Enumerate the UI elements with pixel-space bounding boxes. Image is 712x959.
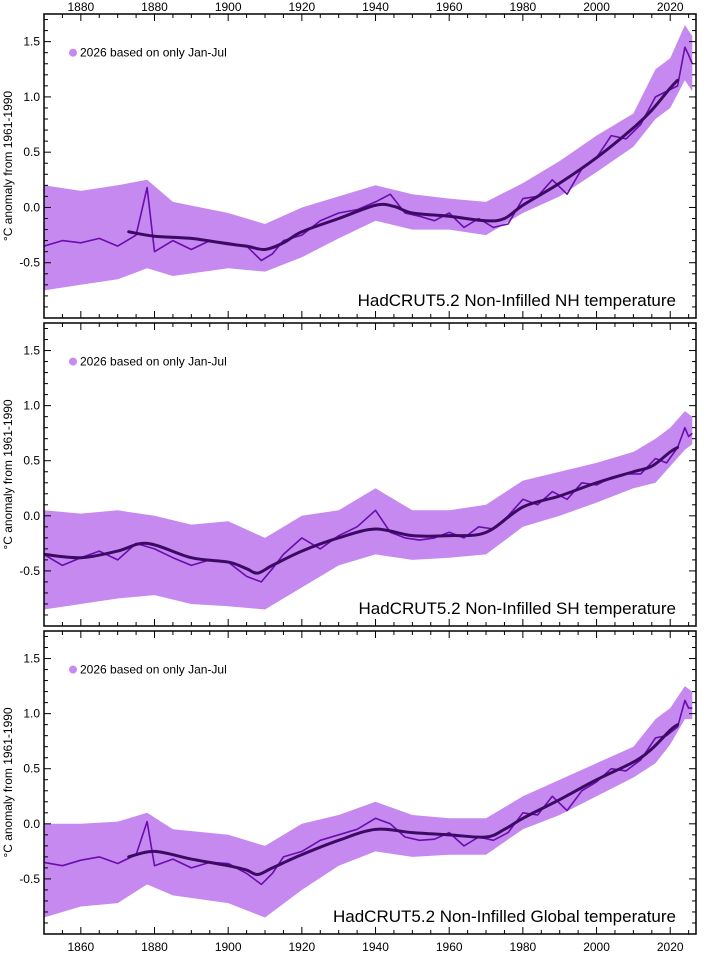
y-tick-label: -0.5 <box>19 872 40 886</box>
y-tick-label: -0.5 <box>19 256 40 270</box>
x-tick-label: 1980 <box>510 0 537 14</box>
x-tick-label: 2020 <box>657 940 684 954</box>
legend-text: 2026 based on only Jan-Jul <box>80 46 227 60</box>
uncertainty-band <box>44 686 692 917</box>
y-tick-label: 1.0 <box>23 707 40 721</box>
y-tick-label: 1.5 <box>23 344 40 358</box>
chart-title: HadCRUT5.2 Non-Infilled NH temperature <box>358 291 676 310</box>
legend-marker <box>69 358 77 366</box>
legend-marker <box>69 49 77 57</box>
y-tick-label: 1.0 <box>23 90 40 104</box>
y-tick-label: -0.5 <box>19 564 40 578</box>
x-tick-label: 1960 <box>436 0 463 14</box>
x-tick-label: 1960 <box>436 940 463 954</box>
chart-panel-2: -0.5 0.0 0.5 1.0 1.5 °C anomaly from 1961-199… <box>1 323 696 626</box>
y-tick-label: 1.5 <box>23 652 40 666</box>
x-tick-label: 1920 <box>289 0 316 14</box>
x-tick-label: 1900 <box>215 940 242 954</box>
x-tick-label: 1940 <box>362 0 389 14</box>
x-tick-label: 1900 <box>215 0 242 14</box>
chart-title: HadCRUT5.2 Non-Infilled SH temperature <box>359 599 676 618</box>
x-tick-label: 2000 <box>583 940 610 954</box>
y-tick-label: 1.0 <box>23 399 40 413</box>
y-tick-label: 0.5 <box>23 454 40 468</box>
legend-text: 2026 based on only Jan-Jul <box>80 355 227 369</box>
y-tick-label: 1.5 <box>23 35 40 49</box>
x-tick-label: 1860 <box>67 940 94 954</box>
x-tick-label: 1880 <box>141 0 168 14</box>
chart-panel-3: -0.5 0.0 0.5 1.0 1.5 1860 1880 1900 1920 1940 1960… <box>1 631 696 954</box>
x-tick-label: 1880 <box>67 0 94 14</box>
x-tick-label: 2000 <box>583 0 610 14</box>
y-tick-label: 0.0 <box>23 817 40 831</box>
chart-panel-1: -0.5 0.0 0.5 1.0 1.5 1880 1880 1900 1920 1940 1960… <box>1 0 696 318</box>
y-tick-label: 0.0 <box>23 509 40 523</box>
y-tick-label: 0.5 <box>23 145 40 159</box>
legend-text: 2026 based on only Jan-Jul <box>80 663 227 677</box>
x-tick-label: 1980 <box>510 940 537 954</box>
y-tick-label: 0.0 <box>23 200 40 214</box>
y-axis-label: °C anomaly from 1961-1990 <box>1 399 15 550</box>
y-tick-label: 0.5 <box>23 762 40 776</box>
y-axis-label: °C anomaly from 1961-1990 <box>1 91 15 242</box>
chart-title: HadCRUT5.2 Non-Infilled Global temperatu… <box>333 907 676 926</box>
x-tick-label: 1940 <box>362 940 389 954</box>
x-tick-label: 2020 <box>657 0 684 14</box>
x-tick-label: 1880 <box>141 940 168 954</box>
legend-marker <box>69 666 77 674</box>
x-tick-label: 1920 <box>289 940 316 954</box>
uncertainty-band <box>44 411 692 609</box>
y-axis-label: °C anomaly from 1961-1990 <box>1 707 15 858</box>
